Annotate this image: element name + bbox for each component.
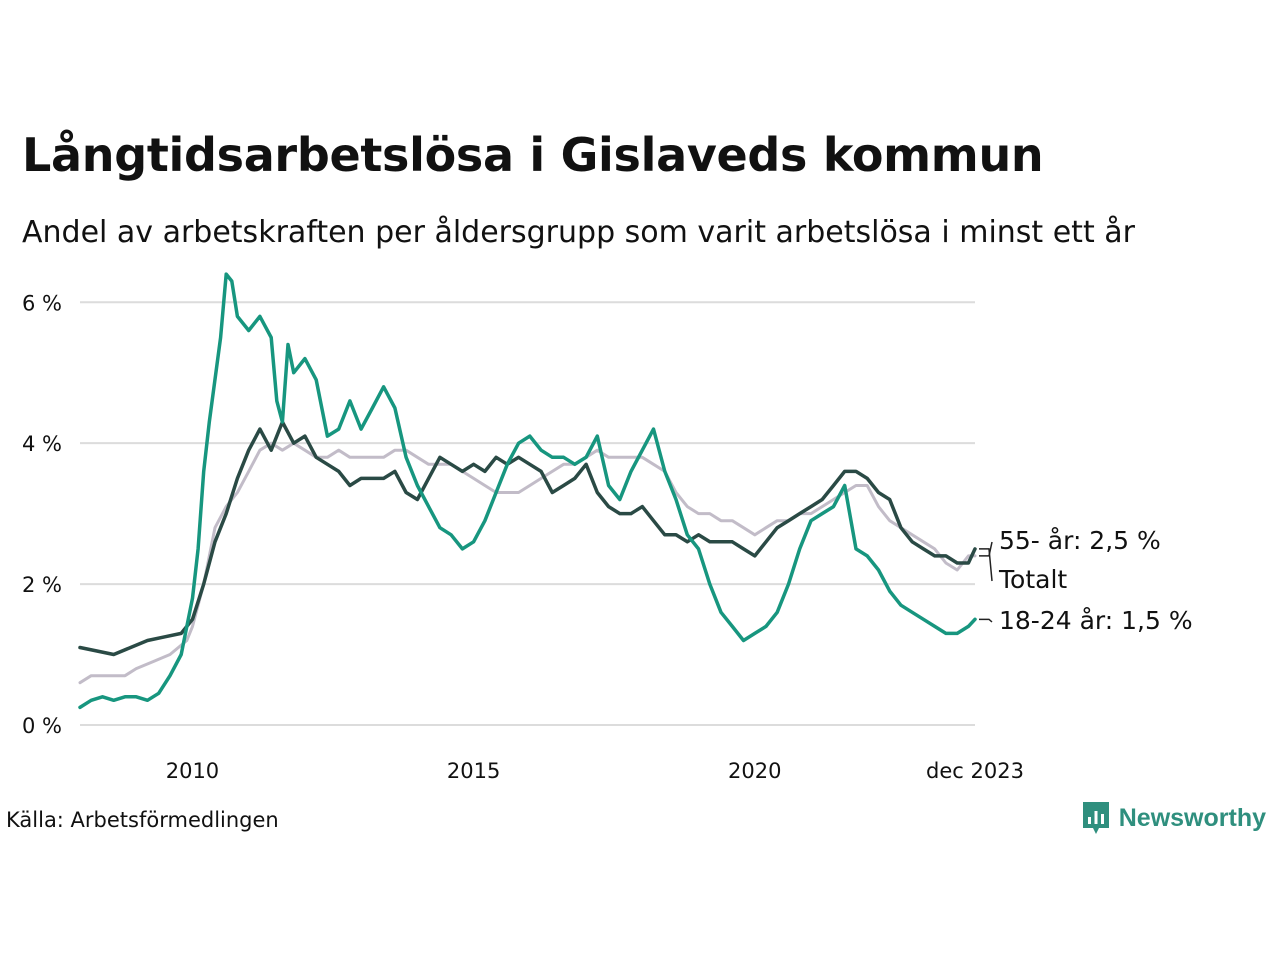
- grid-lines: [80, 301, 975, 726]
- series-line-3: [78, 272, 977, 710]
- brand-name: Newsworthy: [1118, 803, 1266, 832]
- source-note: Källa: Arbetsförmedlingen: [6, 808, 279, 832]
- series-end-label: Totalt: [998, 565, 1067, 594]
- x-tick-label: 2020: [728, 759, 781, 783]
- chart-subtitle: Andel av arbetskraften per åldersgrupp s…: [22, 215, 1135, 250]
- newsworthy-logo-icon: [1082, 802, 1109, 834]
- y-tick-label: 2 %: [22, 573, 62, 597]
- series-labels: 55- år: 2,5 % Totalt 18-24 år: 1,5 %: [979, 526, 1193, 635]
- label-connector: [979, 548, 993, 582]
- x-tick-label: 2015: [447, 759, 500, 783]
- series-end-label: 55- år: 2,5 %: [999, 526, 1161, 555]
- chart-title: Långtidsarbetslösa i Gislaveds kommun: [22, 128, 1044, 182]
- series-lines: [78, 272, 977, 710]
- x-tick-label: 2010: [166, 759, 219, 783]
- y-tick-label: 6 %: [22, 291, 62, 315]
- series-line-2: [78, 420, 977, 657]
- y-tick-label: 4 %: [22, 432, 62, 456]
- x-axis: 2010 2015 2020 dec 2023: [166, 759, 1024, 783]
- x-tick-label: dec 2023: [926, 759, 1024, 783]
- series-line-1: [78, 441, 977, 685]
- brand-logo[interactable]: Newsworthy: [1081, 800, 1266, 836]
- y-axis: 0 % 2 % 4 % 6 %: [22, 291, 62, 738]
- y-tick-label: 0 %: [22, 714, 62, 738]
- label-connector: [979, 618, 993, 623]
- series-end-label: 18-24 år: 1,5 %: [999, 606, 1193, 635]
